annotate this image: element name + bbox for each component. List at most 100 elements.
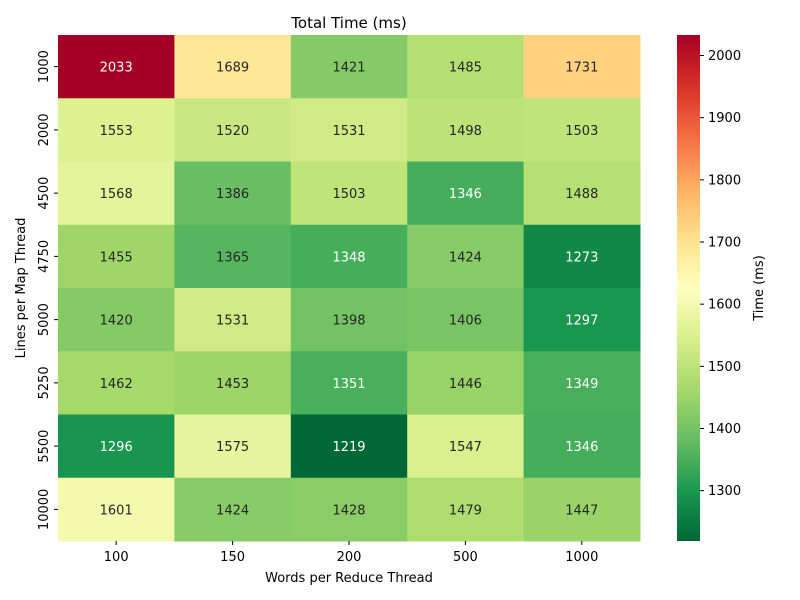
heatmap-cell <box>58 477 175 542</box>
heatmap-cell <box>290 35 408 99</box>
cell-value-label: 1488 <box>565 187 598 202</box>
y-tick-label: 5250 <box>37 366 52 399</box>
heatmap-cell <box>407 35 525 99</box>
heatmap-cell <box>290 414 408 479</box>
colorbar-tick-label: 1500 <box>708 360 741 375</box>
x-axis-title: Words per Reduce Thread <box>265 571 433 586</box>
colorbar-tick-label: 2000 <box>708 49 741 64</box>
heatmap-cells: 2033 1689 1421 1485 1731 1553 1520 1531 1498 1503… <box>58 35 641 542</box>
colorbar-tick-label: 1700 <box>708 236 741 251</box>
cell-value-label: 1428 <box>332 503 365 518</box>
cell-value-label: 1503 <box>332 187 365 202</box>
heatmap-cell <box>174 98 292 162</box>
x-tick-label: 200 <box>337 550 362 565</box>
heatmap-cell <box>290 98 408 162</box>
cell-value-label: 1485 <box>449 61 482 76</box>
cell-value-label: 1455 <box>100 250 133 265</box>
cell-value-label: 1503 <box>565 124 598 139</box>
heatmap-cell <box>523 35 641 99</box>
heatmap-cell <box>174 288 292 352</box>
heatmap-cell <box>290 224 408 289</box>
colorbar-tick-label: 1300 <box>708 484 741 499</box>
colorbar-ticks: 1300 1400 1500 1600 1700 1800 1900 2000 <box>700 49 741 499</box>
cell-value-label: 1447 <box>565 503 598 518</box>
colorbar-tick-label: 1400 <box>708 422 741 437</box>
heatmap-cell <box>58 161 175 226</box>
cell-value-label: 1398 <box>332 314 365 329</box>
cell-value-label: 2033 <box>100 61 133 76</box>
cell-value-label: 1553 <box>100 124 133 139</box>
heatmap-cell <box>523 161 641 226</box>
cell-value-label: 1219 <box>332 440 365 455</box>
heatmap-cell <box>58 351 175 415</box>
heatmap-cell <box>174 224 292 289</box>
cell-value-label: 1547 <box>449 440 482 455</box>
cell-value-label: 1498 <box>449 124 482 139</box>
cell-value-label: 1446 <box>449 377 482 392</box>
cell-value-label: 1601 <box>100 503 133 518</box>
heatmap-cell <box>290 351 408 415</box>
cell-value-label: 1731 <box>565 61 598 76</box>
x-axis-ticks: 100 150 200 500 1000 <box>104 541 598 565</box>
heatmap-cell <box>523 477 641 542</box>
colorbar: 1300 1400 1500 1600 1700 1800 1900 2000 Time (m… <box>677 35 767 541</box>
y-tick-label: 1000 <box>37 50 52 83</box>
heatmap-cell <box>58 288 175 352</box>
x-tick-label: 1000 <box>565 550 598 565</box>
cell-value-label: 1421 <box>332 61 365 76</box>
y-tick-label: 5500 <box>37 430 52 463</box>
cell-value-label: 1575 <box>216 440 249 455</box>
heatmap-cell <box>523 414 641 479</box>
cell-value-label: 1520 <box>216 124 249 139</box>
y-tick-label: 10000 <box>37 489 52 530</box>
heatmap-cell <box>523 288 641 352</box>
cell-value-label: 1531 <box>216 314 249 329</box>
colorbar-tick-label: 1600 <box>708 298 741 313</box>
heatmap-cell <box>290 477 408 542</box>
cell-value-label: 1349 <box>565 377 598 392</box>
x-tick-label: 500 <box>453 550 478 565</box>
cell-value-label: 1424 <box>216 503 249 518</box>
heatmap-cell <box>523 351 641 415</box>
cell-value-label: 1406 <box>449 314 482 329</box>
y-axis-ticks: 1000 2000 4500 4750 5000 5250 5500 10000 <box>37 50 58 530</box>
heatmap-cell <box>174 35 292 99</box>
y-tick-label: 5000 <box>37 303 52 336</box>
heatmap-cell <box>407 98 525 162</box>
cell-value-label: 1297 <box>565 314 598 329</box>
cell-value-label: 1568 <box>100 187 133 202</box>
heatmap-cell <box>523 98 641 162</box>
cell-value-label: 1346 <box>449 187 482 202</box>
colorbar-label: Time (ms) <box>752 255 767 322</box>
heatmap-cell <box>174 351 292 415</box>
cell-value-label: 1296 <box>100 440 133 455</box>
heatmap-cell <box>407 161 525 226</box>
heatmap-cell <box>290 288 408 352</box>
colorbar-tick-label: 1900 <box>708 111 741 126</box>
heatmap-cell <box>174 414 292 479</box>
heatmap-cell <box>58 224 175 289</box>
colorbar-tick-label: 1800 <box>708 173 741 188</box>
heatmap-cell <box>407 224 525 289</box>
cell-value-label: 1348 <box>332 250 365 265</box>
cell-value-label: 1479 <box>449 503 482 518</box>
cell-value-label: 1351 <box>332 377 365 392</box>
cell-value-label: 1273 <box>565 250 598 265</box>
cell-value-label: 1365 <box>216 250 249 265</box>
y-tick-label: 4750 <box>37 240 52 273</box>
cell-value-label: 1386 <box>216 187 249 202</box>
chart-title: Total Time (ms) <box>290 14 406 32</box>
cell-value-label: 1453 <box>216 377 249 392</box>
heatmap-cell <box>407 477 525 542</box>
heatmap-cell <box>58 98 175 162</box>
cell-value-label: 1346 <box>565 440 598 455</box>
heatmap-cell <box>290 161 408 226</box>
heatmap-cell <box>407 351 525 415</box>
cell-value-label: 1420 <box>100 314 133 329</box>
y-tick-label: 2000 <box>37 113 52 146</box>
cell-value-label: 1531 <box>332 124 365 139</box>
heatmap-cell <box>174 477 292 542</box>
y-tick-label: 4500 <box>37 177 52 210</box>
